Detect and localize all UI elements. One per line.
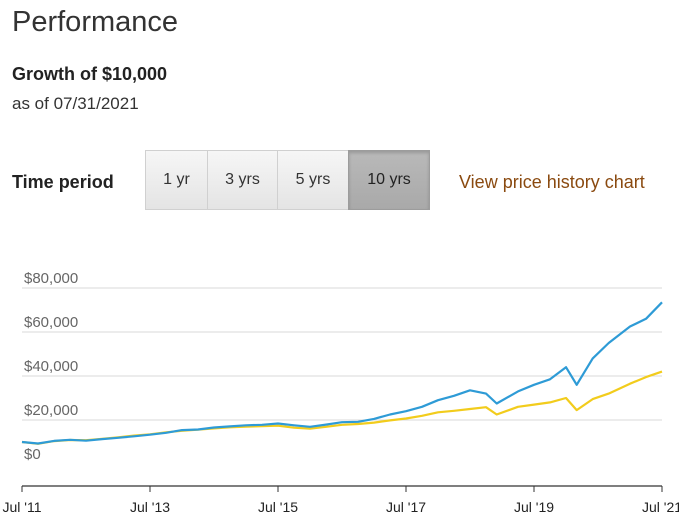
growth-chart: $0$20,000$40,000$60,000$80,000 Jul '11 Ju… xyxy=(3,270,679,515)
x-tick-label: Jul '17 xyxy=(386,499,426,515)
period-3yrs-button[interactable]: 3 yrs xyxy=(207,150,277,210)
x-tick-label: Jul '15 xyxy=(258,499,298,515)
x-tick-label: Jul '21 xyxy=(642,499,679,515)
y-tick-label: $60,000 xyxy=(24,314,78,331)
fund-series-line xyxy=(21,301,663,445)
benchmark-series-line xyxy=(21,370,663,445)
x-tick-label: Jul '11 xyxy=(3,499,42,515)
growth-subtitle: Growth of $10,000 xyxy=(12,64,168,84)
chart-grid xyxy=(22,287,662,421)
period-5yrs-button[interactable]: 5 yrs xyxy=(277,150,348,210)
page-title: Performance xyxy=(12,6,179,38)
chart-series xyxy=(21,301,663,445)
y-tick-label: $20,000 xyxy=(24,402,78,419)
x-axis: Jul '11 Jul '13 Jul '15 Jul '17 Jul '19 Jul '… xyxy=(3,485,679,515)
y-tick-label: $0 xyxy=(24,446,41,463)
period-1yr-button[interactable]: 1 yr xyxy=(145,150,207,210)
time-period-label: Time period xyxy=(12,172,114,192)
as-of-date: as of 07/31/2021 xyxy=(12,94,139,113)
y-tick-label: $80,000 xyxy=(24,270,78,287)
time-period-selector: 1 yr 3 yrs 5 yrs 10 yrs xyxy=(145,150,430,210)
period-10yrs-button[interactable]: 10 yrs xyxy=(348,150,430,210)
x-tick-label: Jul '19 xyxy=(514,499,554,515)
price-history-link[interactable]: View price history chart xyxy=(459,172,645,192)
y-axis-ticks: $0 $20,000 $40,000 $60,000 $80,000 xyxy=(24,270,78,463)
y-tick-label: $40,000 xyxy=(24,358,78,375)
x-tick-label: Jul '13 xyxy=(130,499,170,515)
